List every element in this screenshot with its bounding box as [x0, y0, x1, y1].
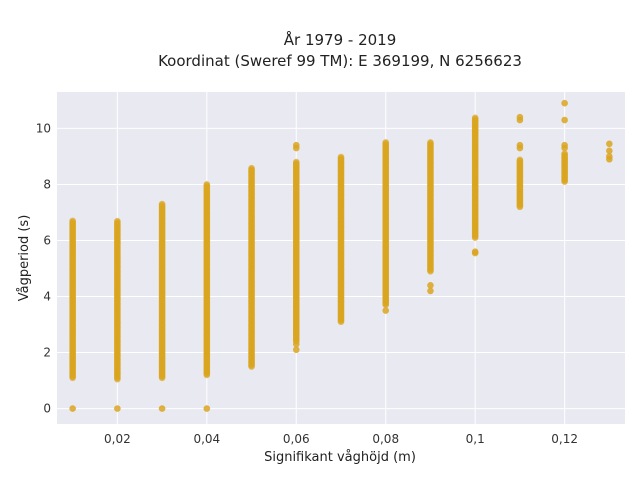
data-point — [248, 164, 255, 172]
data-point — [114, 405, 121, 412]
data-point — [427, 287, 434, 295]
y-axis-label: Vågperiod (s) — [17, 215, 32, 302]
y-tick-labels: 0 2 4 6 8 10 — [36, 121, 51, 415]
data-point — [292, 158, 300, 166]
data-point — [382, 139, 390, 146]
data-point — [382, 307, 390, 314]
data-point — [292, 141, 300, 149]
x-tick-label: 0,02 — [104, 432, 131, 446]
chart-title-line2: Koordinat (Sweref 99 TM): E 369199, N 62… — [158, 52, 522, 70]
x-tick-label: 0,06 — [283, 432, 310, 446]
y-tick-label: 6 — [43, 233, 51, 247]
data-point — [471, 127, 479, 135]
data-points — [69, 99, 613, 412]
data-point — [516, 156, 524, 164]
data-point — [158, 405, 166, 412]
data-point — [203, 405, 211, 412]
data-point — [427, 282, 434, 289]
data-point — [471, 248, 479, 255]
x-tick-label: 0,1 — [466, 432, 485, 446]
data-point — [114, 217, 121, 225]
data-point — [516, 113, 524, 121]
data-point — [561, 116, 568, 124]
y-tick-label: 2 — [43, 346, 51, 360]
data-point — [203, 181, 211, 188]
data-point — [606, 153, 613, 160]
y-tick-label: 4 — [43, 290, 51, 304]
data-point — [158, 200, 166, 208]
y-tick-label: 10 — [36, 121, 51, 135]
data-point — [427, 139, 434, 146]
data-point — [606, 147, 613, 155]
x-axis-label: Signifikant våghöjd (m) — [264, 450, 416, 465]
data-point — [561, 99, 568, 107]
x-tick-label: 0,04 — [193, 432, 220, 446]
x-tick-label: 0,08 — [372, 432, 399, 446]
data-point — [606, 140, 613, 148]
data-point — [561, 150, 568, 157]
data-point — [337, 153, 345, 161]
x-tick-labels: 0,02 0,04 0,06 0,08 0,1 0,12 — [104, 432, 578, 446]
y-tick-label: 8 — [43, 177, 51, 191]
data-point — [561, 141, 568, 149]
data-point — [292, 340, 300, 348]
data-point — [516, 141, 524, 149]
data-point — [292, 346, 300, 354]
y-tick-label: 0 — [43, 402, 51, 416]
data-point — [471, 114, 479, 122]
chart-title-line1: År 1979 - 2019 — [284, 30, 397, 49]
x-tick-label: 0,12 — [551, 432, 578, 446]
data-point — [69, 405, 76, 412]
data-point — [69, 217, 76, 225]
